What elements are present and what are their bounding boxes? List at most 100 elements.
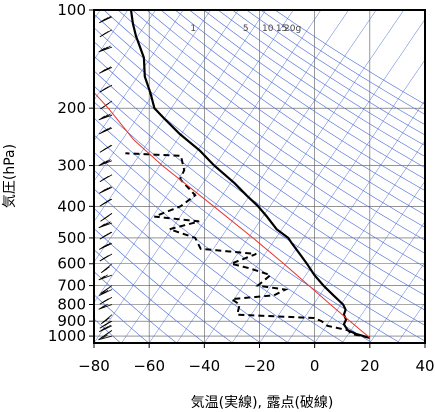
dry-adiabat-line (94, 55, 425, 296)
wind-barb-flag (99, 327, 106, 333)
wind-barb-flag (101, 326, 109, 331)
wind-barb-flag (104, 113, 111, 119)
dry-adiabat-line (94, 85, 425, 326)
wind-barb-staff (98, 335, 113, 341)
parcel-path-line (94, 92, 371, 339)
wind-barb-flag (101, 243, 109, 249)
wind-barb (99, 15, 113, 24)
dewpoint-profile-line (125, 152, 370, 339)
wind-barb (98, 221, 113, 229)
wind-barb (99, 231, 113, 240)
y-tick-label: 700 (57, 277, 86, 295)
wind-barb (99, 186, 113, 194)
x-tick-label: 0 (310, 357, 320, 375)
wind-barb (99, 242, 113, 250)
wind-barb (99, 66, 113, 74)
dry-adiabat-line (94, 271, 177, 343)
wind-barb-flag (104, 15, 112, 21)
wind-barb-flag (98, 161, 106, 166)
wind-barb-flag (101, 67, 109, 73)
wind-barb-flag (104, 324, 112, 330)
wind-barb-flag (101, 187, 109, 193)
isotherm-line (342, 221, 425, 343)
isotherm-line (314, 180, 425, 343)
wind-barb-flag (102, 30, 109, 36)
wind-barb (99, 289, 113, 296)
dry-adiabat-line (103, 10, 425, 241)
wind-barb (101, 263, 113, 274)
x-tick-label: −20 (244, 357, 276, 375)
wind-barb-flag (102, 175, 109, 181)
wind-barb (99, 29, 113, 38)
wind-barb (99, 296, 113, 305)
dry-adiabat-line (94, 41, 425, 282)
dry-adiabat-line (189, 10, 425, 169)
diagonal-lines-layer (94, 10, 425, 343)
wind-barb (100, 212, 113, 222)
dry-adiabat-line (203, 10, 425, 157)
wind-barb-flag (103, 266, 110, 272)
wind-barb-flag (99, 18, 106, 24)
plot-frame (93, 9, 426, 344)
wind-barb-flag (101, 114, 108, 120)
wind-barb (98, 303, 113, 310)
wind-barb-flag (101, 303, 108, 309)
isotherm-line (94, 10, 267, 263)
y-tick-label: 600 (57, 255, 86, 273)
y-tick-label: 500 (57, 229, 86, 247)
y-tick-label: 800 (57, 295, 86, 313)
x-tick-label: 40 (415, 357, 434, 375)
dry-adiabat-line (94, 207, 261, 343)
x-tick-label: −60 (133, 357, 165, 375)
wind-barb (99, 84, 113, 93)
wind-barb-flag (102, 255, 109, 260)
wind-barb (99, 174, 113, 183)
wind-barb-flag (99, 129, 106, 135)
wind-barb-flag (98, 115, 106, 121)
wind-barb-flag (104, 159, 111, 164)
mixing-ratio-label: 5 (243, 24, 249, 34)
dry-adiabat-line (94, 101, 425, 342)
wind-barb-flag (104, 126, 112, 132)
mixing-ratio-label: 1 (190, 24, 196, 34)
wind-barb-flag (101, 274, 108, 280)
wind-barb-flag (104, 198, 112, 204)
wind-barb (99, 320, 113, 329)
wind-barb (98, 113, 113, 121)
isotherm-line (94, 10, 294, 304)
isotherm-line (94, 10, 322, 343)
wind-barb-flag (104, 66, 112, 72)
isotherm-line (204, 18, 425, 343)
dry-adiabat-line (94, 228, 233, 343)
wind-barb-flag (101, 17, 109, 22)
y-tick-label: 1000 (48, 327, 86, 345)
isotherm-line (94, 10, 239, 222)
dry-adiabat-line (94, 117, 401, 343)
y-axis-title: 気圧(hPa) (2, 144, 18, 208)
wind-barb-staff (98, 304, 113, 310)
dry-adiabat-line (160, 10, 425, 192)
temperature-profile-line (129, 10, 370, 339)
isotherm-line (424, 342, 425, 343)
wind-barb (99, 324, 113, 333)
wind-barb-flag (104, 242, 112, 248)
y-tick-label: 300 (57, 157, 86, 175)
wind-barb-flag (101, 160, 108, 165)
y-tick-label: 100 (57, 1, 86, 19)
dry-adiabat-line (94, 249, 205, 343)
x-tick-label: 20 (360, 357, 379, 375)
wind-barb (100, 285, 113, 294)
isotherm-line (369, 261, 425, 343)
wind-barb-flag (102, 298, 109, 304)
wind-barb (101, 314, 113, 325)
x-tick-labels: −80 −60 −40 −20 0 20 40 (78, 357, 434, 375)
dry-adiabat-line (175, 10, 425, 180)
wind-barb-flag (101, 46, 108, 52)
isotherm-line (121, 10, 349, 343)
wind-barb-flag (99, 68, 106, 74)
wind-barb (98, 274, 113, 281)
dry-adiabat-line (94, 151, 345, 343)
isotherm-line (94, 10, 211, 182)
